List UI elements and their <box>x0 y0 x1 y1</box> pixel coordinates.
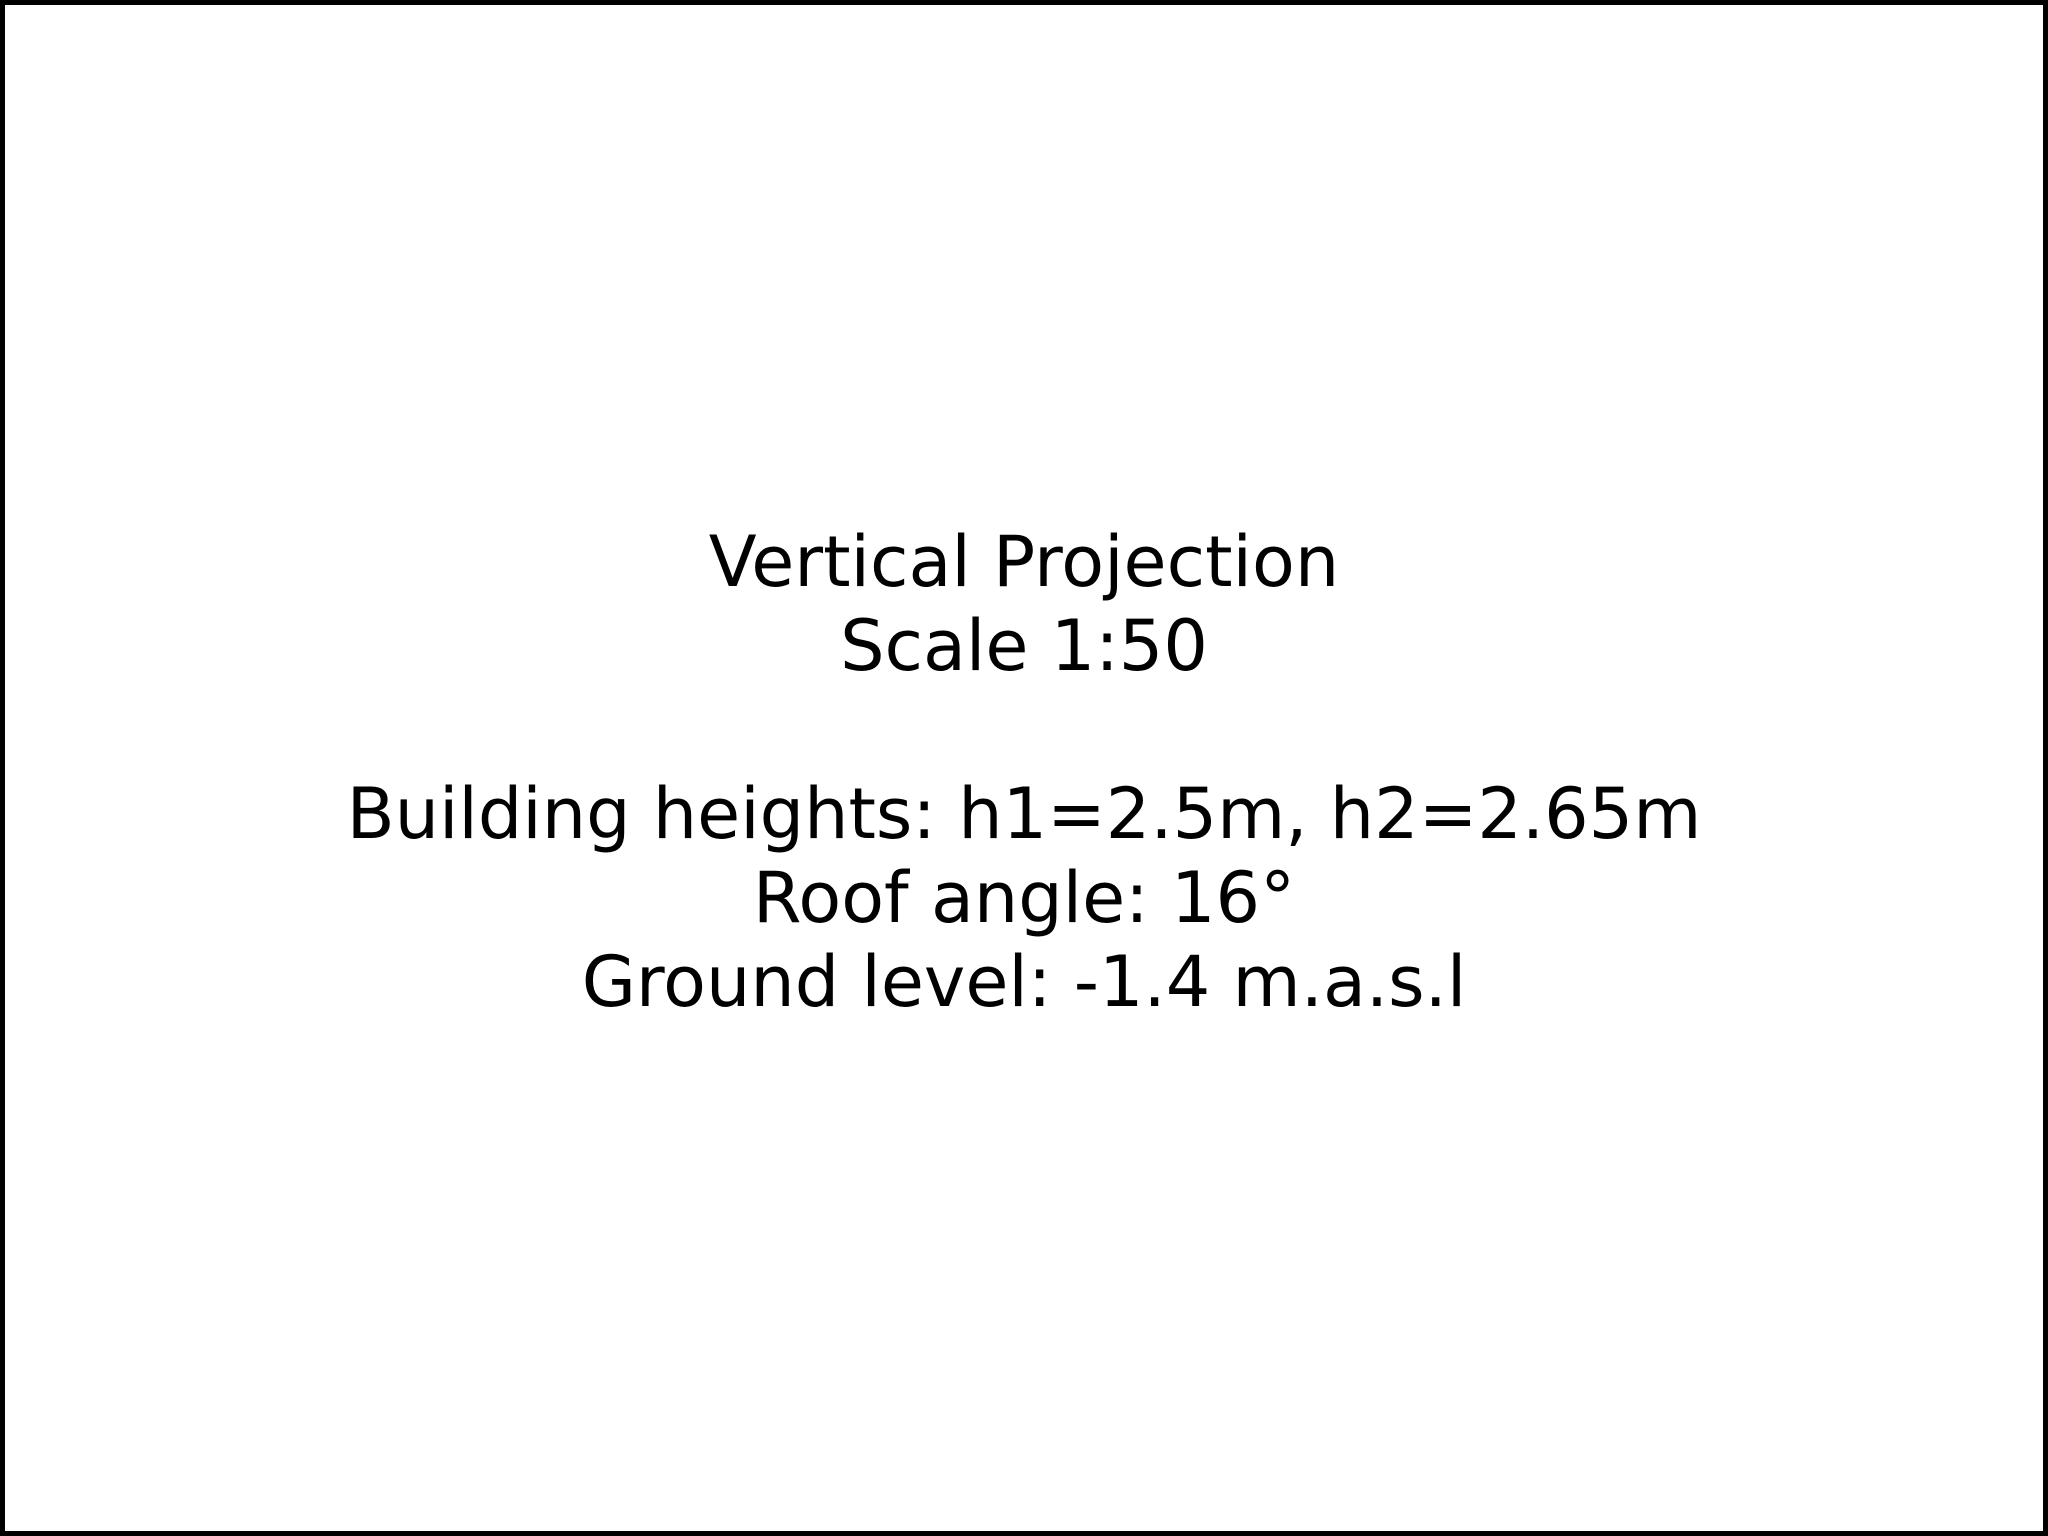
blank-line <box>5 688 2043 772</box>
drawing-title: Vertical Projection <box>708 521 1340 603</box>
ground-level: Ground level: -1.4 m.a.s.l <box>581 941 1467 1023</box>
drawing-scale: Scale 1:50 <box>840 605 1208 687</box>
building-heights: Building heights: h1=2.5m, h2=2.65m <box>346 773 1702 855</box>
roof-angle: Roof angle: 16° <box>752 857 1296 939</box>
drawing-annotation: Vertical Projection Scale 1:50 Building … <box>5 520 2043 1024</box>
